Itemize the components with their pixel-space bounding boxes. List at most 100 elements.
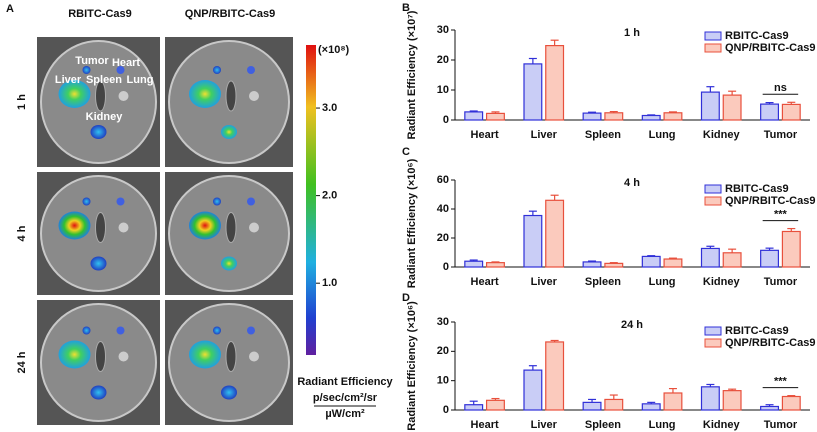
- error-bar: [491, 111, 500, 114]
- bar: [582, 112, 602, 121]
- liver: [189, 211, 221, 240]
- bar: [722, 94, 742, 121]
- colorbar-tick-label: 1.0: [322, 277, 337, 289]
- lung: [118, 222, 129, 233]
- organ-label: Liver: [55, 74, 82, 86]
- bar: [604, 112, 624, 121]
- lung: [118, 351, 129, 362]
- chart-title: 1 h: [624, 27, 640, 39]
- bar: [582, 401, 602, 411]
- x-tick-label: Heart: [471, 276, 499, 288]
- x-tick-label: Kidney: [703, 419, 741, 431]
- bar: [781, 395, 801, 411]
- spleen: [95, 341, 106, 372]
- error-bar: [550, 194, 559, 201]
- kidney: [221, 125, 237, 139]
- legend-swatch: [704, 43, 722, 53]
- legend-label: QNP/RBITC-Cas9: [725, 42, 815, 54]
- spleen: [95, 80, 106, 112]
- kidney: [90, 256, 107, 271]
- tumor: [82, 66, 91, 74]
- tumor: [213, 197, 221, 206]
- chart-title: 4 h: [624, 177, 640, 189]
- y-tick-label: 0: [443, 114, 449, 126]
- kidney: [90, 385, 107, 400]
- kidney: [90, 125, 107, 139]
- panel-label: D: [402, 292, 410, 304]
- error-bar: [550, 339, 559, 342]
- bar: [641, 255, 661, 268]
- annotation: ***: [774, 376, 788, 388]
- error-bar: [706, 245, 715, 249]
- error-bar: [706, 383, 715, 387]
- column-label: QNP/RBITC-Cas9: [185, 8, 275, 20]
- colorbar-title: Radiant Efficiency: [297, 376, 393, 388]
- x-tick-label: Liver: [531, 276, 558, 288]
- bar: [545, 199, 565, 268]
- y-tick-label: 30: [437, 316, 449, 328]
- legend-swatch: [704, 326, 722, 336]
- error-bar: [668, 257, 677, 260]
- x-tick-label: Spleen: [585, 129, 621, 141]
- organ-label: Kidney: [86, 111, 124, 123]
- error-bar: [588, 260, 597, 262]
- x-tick-label: Heart: [471, 129, 499, 141]
- colorbar-tick-label: 3.0: [322, 102, 337, 114]
- error-bar: [787, 101, 796, 105]
- spleen: [95, 212, 106, 243]
- bar: [604, 398, 624, 411]
- lung: [249, 351, 259, 362]
- x-tick-label: Spleen: [585, 276, 621, 288]
- bar: [700, 91, 720, 121]
- bar: [781, 103, 801, 121]
- lung: [249, 91, 259, 101]
- bar: [663, 112, 683, 121]
- error-bar: [728, 248, 737, 253]
- y-tick-label: 0: [443, 261, 449, 273]
- colorbar: [306, 45, 316, 355]
- spleen: [225, 80, 237, 112]
- x-tick-label: Tumor: [764, 419, 798, 431]
- liver: [58, 80, 91, 108]
- liver: [189, 80, 221, 108]
- tumor: [213, 66, 221, 74]
- heart: [247, 326, 255, 335]
- bar: [485, 399, 505, 411]
- error-bar: [588, 111, 597, 114]
- row-label: 24 h: [16, 351, 28, 373]
- kidney: [221, 256, 237, 271]
- legend-label: QNP/RBITC-Cas9: [725, 195, 815, 207]
- annotation: ns: [774, 82, 787, 94]
- annotation: ***: [774, 208, 788, 220]
- legend-swatch: [704, 196, 722, 206]
- error-bar: [528, 365, 537, 371]
- x-tick-label: Lung: [649, 276, 676, 288]
- panel-label: C: [402, 146, 410, 158]
- error-bar: [787, 395, 796, 397]
- y-tick-label: 10: [437, 84, 449, 96]
- tumor: [213, 326, 221, 335]
- error-bar: [491, 397, 500, 401]
- y-tick-label: 20: [437, 54, 449, 66]
- error-bar: [528, 210, 537, 216]
- legend-label: QNP/RBITC-Cas9: [725, 337, 815, 349]
- lung: [118, 91, 129, 101]
- y-tick-label: 40: [437, 203, 449, 215]
- error-bar: [647, 255, 656, 257]
- error-bar: [765, 247, 774, 251]
- bar: [523, 214, 543, 268]
- error-bar: [609, 262, 618, 264]
- bar: [722, 390, 742, 411]
- x-tick-label: Liver: [531, 419, 558, 431]
- bar: [641, 114, 661, 121]
- bar: [641, 403, 661, 411]
- y-tick-label: 60: [437, 174, 449, 186]
- legend-swatch: [704, 338, 722, 348]
- bar: [781, 230, 801, 268]
- panel-label: A: [6, 3, 14, 15]
- error-bar: [609, 110, 618, 113]
- bar: [485, 262, 505, 268]
- bar: [663, 258, 683, 268]
- legend-label: RBITC-Cas9: [725, 30, 789, 42]
- error-bar: [787, 227, 796, 232]
